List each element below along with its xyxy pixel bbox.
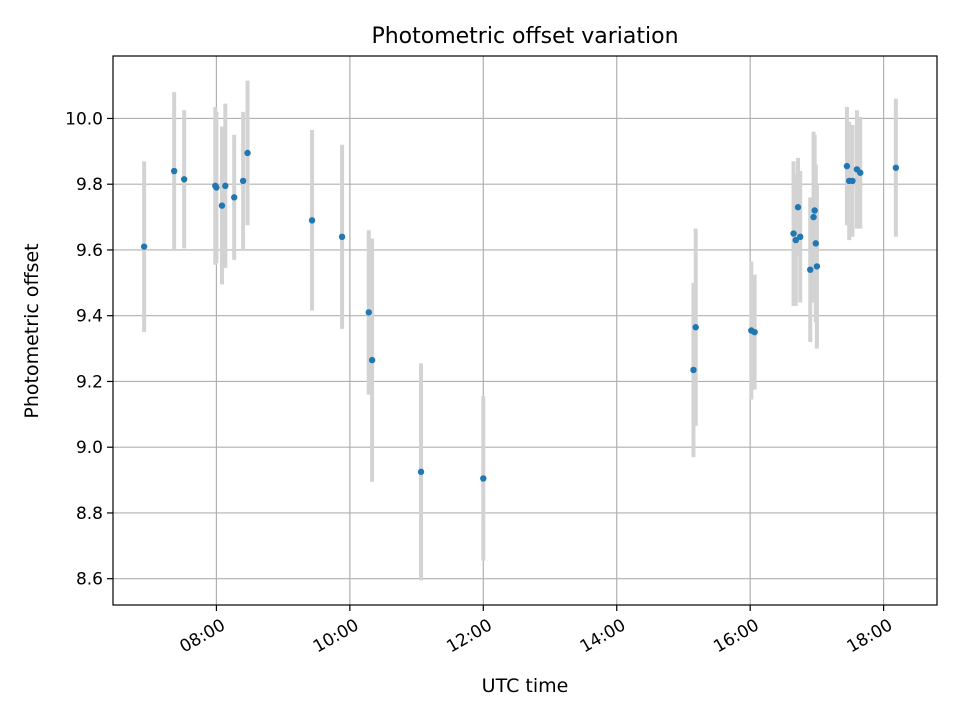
data-point	[797, 233, 804, 241]
data-point	[849, 177, 856, 185]
data-point	[213, 184, 220, 191]
data-point	[751, 328, 758, 336]
data-point	[180, 176, 188, 183]
data-point	[222, 182, 229, 190]
data-point	[365, 309, 372, 316]
data-point	[239, 177, 247, 185]
data-point	[813, 263, 821, 270]
data-point	[417, 468, 425, 476]
data-point	[810, 213, 817, 221]
x-tick-label: 08:00	[176, 615, 228, 657]
errorbar-layer	[142, 80, 898, 581]
tick-layer: 08:00 10:00 12:00 14:00 16:00 18:00 8.6 8.8 9.0 9…	[65, 109, 896, 657]
y-tick-label: 9.0	[76, 438, 103, 458]
data-point	[368, 356, 376, 364]
data-point	[807, 266, 814, 273]
data-point	[140, 243, 148, 250]
y-tick-label: 9.2	[76, 372, 103, 392]
x-tick-label: 14:00	[577, 615, 629, 657]
x-tick-label: 18:00	[844, 615, 896, 657]
data-point	[794, 204, 802, 211]
data-point	[480, 475, 487, 482]
data-point	[843, 162, 851, 170]
x-tick-label: 16:00	[710, 615, 762, 657]
chart-title: Photometric offset variation	[371, 24, 678, 49]
x-axis-label: UTC time	[482, 675, 569, 697]
data-point	[812, 240, 819, 247]
data-point	[792, 236, 799, 244]
y-axis-label: Photometric offset	[21, 243, 43, 418]
x-tick-label: 10:00	[310, 615, 362, 657]
data-point	[811, 207, 818, 214]
plot-frame	[112, 55, 938, 606]
data-point	[338, 233, 346, 241]
data-point	[857, 169, 864, 176]
data-point	[892, 164, 900, 171]
data-point	[692, 324, 699, 331]
y-tick-label: 9.8	[76, 175, 103, 195]
point-layer	[140, 149, 900, 482]
y-tick-label: 8.6	[76, 570, 103, 590]
data-point	[790, 230, 797, 237]
y-tick-label: 10.0	[65, 109, 103, 129]
x-tick-label: 12:00	[443, 615, 495, 657]
y-tick-label: 9.6	[76, 241, 103, 261]
data-point	[308, 217, 316, 224]
y-tick-label: 9.4	[76, 307, 103, 327]
y-tick-label: 8.8	[76, 504, 103, 524]
data-point	[231, 194, 238, 201]
data-point	[244, 149, 251, 157]
data-point	[218, 202, 226, 209]
data-point	[170, 167, 178, 175]
data-point	[690, 366, 697, 374]
